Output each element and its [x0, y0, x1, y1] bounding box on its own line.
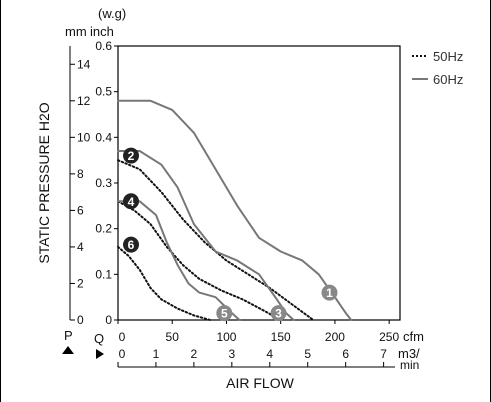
series-curve-5: [117, 200, 241, 321]
cfm-unit-label: cfm: [403, 329, 424, 344]
mm-tick-label-4: 8: [77, 167, 84, 181]
plot-area: [117, 45, 401, 321]
curve-marker-2: [123, 147, 140, 164]
legend-60hz-label: 60Hz: [433, 72, 463, 87]
cfm-tick-label-4: 200: [325, 330, 345, 344]
curve-marker-5: [216, 305, 233, 322]
mm-tick-label-0: 0: [77, 313, 84, 327]
curve-marker-label-3: 3: [275, 307, 282, 321]
mm-tick-label-7: 14: [77, 57, 91, 71]
p-arrow-icon: [62, 346, 74, 354]
cfm-tick-label-5: 250: [379, 330, 399, 344]
min-unit-label: min: [400, 358, 419, 372]
curve-marker-label-6: 6: [128, 238, 135, 252]
inch-tick-label-6: 0.6: [95, 39, 112, 53]
m3-tick-label-4: 4: [266, 347, 273, 361]
m3-tick-label-7: 7: [380, 347, 387, 361]
cfm-tick-label-3: 150: [271, 330, 291, 344]
curve-marker-label-1: 1: [326, 286, 333, 300]
curve-marker-label-5: 5: [221, 307, 228, 321]
curve-marker-label-4: 4: [128, 195, 135, 209]
m3-tick-label-1: 1: [153, 347, 160, 361]
m3-tick-label-2: 2: [191, 347, 198, 361]
inch-tick-label-3: 0.3: [95, 176, 112, 190]
inch-tick-label-0: 0: [105, 313, 112, 327]
series-curve-3: [117, 150, 295, 321]
series-curve-1: [117, 99, 353, 321]
m3-tick-label-5: 5: [304, 347, 311, 361]
m3-tick-label-0: 0: [119, 347, 126, 361]
mm-tick-label-6: 12: [77, 94, 91, 108]
mm-tick-label-5: 10: [77, 130, 91, 144]
mm-tick-label-1: 2: [77, 276, 84, 290]
curve-marker-label-2: 2: [128, 149, 135, 163]
m3-tick-label-3: 3: [228, 347, 235, 361]
cfm-tick-label-0: 0: [119, 330, 126, 344]
y-axis-title: STATIC PRESSURE H2O: [36, 102, 52, 263]
inch-tick-label-5: 0.5: [95, 85, 112, 99]
cfm-tick-label-2: 100: [216, 330, 236, 344]
inch-tick-label-1: 0.1: [95, 267, 112, 281]
series-curve-6: [117, 245, 212, 321]
series-curve-2: [117, 159, 315, 321]
q-arrow-icon: [96, 349, 104, 359]
mm-tick-label-3: 6: [77, 203, 84, 217]
m3-unit-label: m3/: [398, 346, 420, 361]
cfm-tick-label-1: 50: [166, 330, 180, 344]
m3-tick-label-6: 6: [342, 347, 349, 361]
series-curve-4: [117, 200, 282, 321]
legend-50hz-label: 50Hz: [433, 49, 463, 64]
inch-unit-label: inch: [90, 24, 114, 39]
x-axis-title: AIR FLOW: [226, 375, 294, 391]
inch-tick-label-2: 0.2: [95, 222, 112, 236]
curve-marker-3: [270, 305, 287, 322]
curve-marker-1: [321, 284, 338, 301]
inch-unit-top-label: (w.g): [98, 6, 126, 21]
p-label: P: [64, 328, 73, 343]
curve-marker-6: [123, 236, 140, 253]
mm-tick-label-2: 4: [77, 240, 84, 254]
mm-unit-label: mm: [65, 24, 87, 39]
q-label: Q: [94, 331, 104, 346]
curve-marker-4: [123, 193, 140, 210]
inch-tick-label-4: 0.4: [95, 130, 112, 144]
